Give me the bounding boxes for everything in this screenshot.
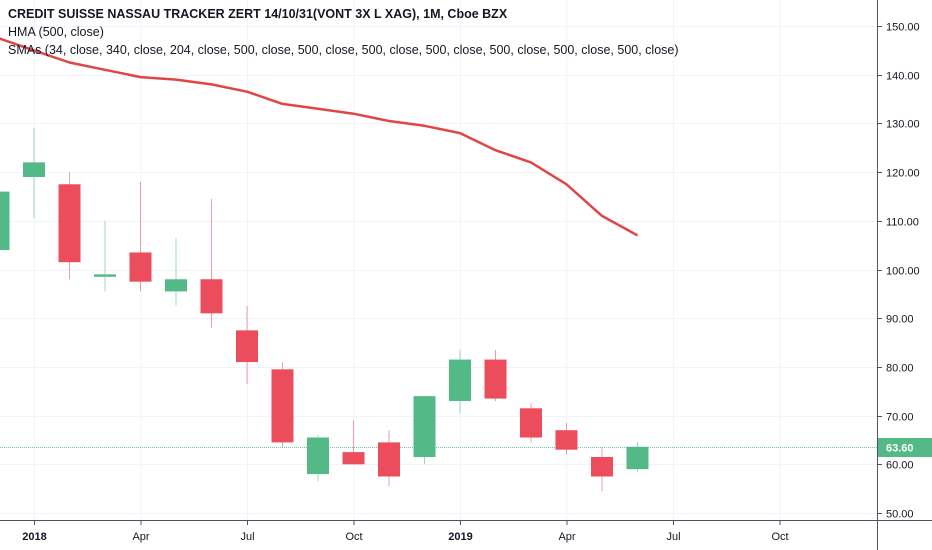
candle[interactable] xyxy=(165,237,187,307)
candle-body[interactable] xyxy=(200,279,223,314)
indicator-smas-label: SMAs (34, close, 340, close, 204, close,… xyxy=(8,43,679,57)
x-axis-ticks: 2018 Apr Jul Oct 2019 Apr Jul Oct xyxy=(22,520,789,543)
candle[interactable] xyxy=(591,447,613,492)
price-axis-area xyxy=(877,0,932,550)
y-tick-label: 130.00 xyxy=(886,119,920,131)
y-tick-label: 60.00 xyxy=(886,460,914,472)
candle-body[interactable] xyxy=(94,274,116,277)
x-tick-label: Apr xyxy=(558,531,575,543)
candle-body[interactable] xyxy=(449,359,471,401)
candles[interactable] xyxy=(0,128,649,492)
candle-body[interactable] xyxy=(520,408,542,438)
y-tick-label: 100.00 xyxy=(886,266,920,278)
candle-body[interactable] xyxy=(236,330,258,363)
hma-series xyxy=(0,37,639,237)
y-tick-label: 110.00 xyxy=(886,217,919,229)
y-tick-label: 80.00 xyxy=(886,363,914,375)
candle-body[interactable] xyxy=(129,252,152,282)
candle[interactable] xyxy=(342,420,365,465)
last-price-label-group: 63.60 xyxy=(878,438,932,457)
candle-body[interactable] xyxy=(23,162,45,177)
candle-body[interactable] xyxy=(342,452,365,465)
x-tick-label: Apr xyxy=(132,531,149,543)
y-tick-label: 120.00 xyxy=(886,168,920,180)
candle[interactable] xyxy=(271,362,294,448)
candle-body[interactable] xyxy=(378,442,400,477)
candle-body[interactable] xyxy=(165,279,187,292)
time-axis-area xyxy=(0,520,932,550)
candle[interactable] xyxy=(200,198,223,328)
x-tick-label: Jul xyxy=(240,531,254,543)
candle[interactable] xyxy=(129,181,152,292)
candle-body[interactable] xyxy=(484,359,507,399)
candle[interactable] xyxy=(58,172,81,280)
y-tick-label: 140.00 xyxy=(886,71,920,83)
chart-header: CREDIT SUISSE NASSAU TRACKER ZERT 14/10/… xyxy=(8,5,679,59)
candle[interactable] xyxy=(520,403,542,443)
y-tick-label: 150.00 xyxy=(886,22,920,34)
candle[interactable] xyxy=(0,191,10,251)
candle[interactable] xyxy=(413,396,436,465)
candle-body[interactable] xyxy=(626,446,649,470)
y-tick-label: 90.00 xyxy=(886,314,914,326)
x-tick-label: 2019 xyxy=(448,531,472,543)
x-tick-label: Jul xyxy=(666,531,680,543)
candle-body[interactable] xyxy=(555,430,578,450)
chart-title: CREDIT SUISSE NASSAU TRACKER ZERT 14/10/… xyxy=(8,7,508,21)
candle[interactable] xyxy=(484,349,507,401)
candle[interactable] xyxy=(23,128,45,219)
last-price-badge xyxy=(878,438,932,457)
x-tick-label: Oct xyxy=(345,531,362,543)
y-tick-label: 70.00 xyxy=(886,412,914,424)
candle-body[interactable] xyxy=(58,184,81,263)
candle-body[interactable] xyxy=(591,456,613,477)
grid xyxy=(0,0,877,520)
y-tick-label: 50.00 xyxy=(886,509,914,521)
candle[interactable] xyxy=(236,306,258,384)
last-price-label: 63.60 xyxy=(886,443,914,455)
y-axis-ticks: 150.00 140.00 130.00 120.00 110.00 100.00 90.0… xyxy=(877,22,920,521)
candle[interactable] xyxy=(378,430,400,487)
indicator-hma-label: HMA (500, close) xyxy=(8,25,104,39)
x-tick-label: Oct xyxy=(771,531,788,543)
candle[interactable] xyxy=(626,442,649,472)
hma-line xyxy=(0,37,639,237)
candle-body[interactable] xyxy=(413,396,436,457)
candle[interactable] xyxy=(307,435,329,482)
candle-body[interactable] xyxy=(271,369,294,443)
candle[interactable] xyxy=(94,220,116,292)
candle-body[interactable] xyxy=(0,191,10,251)
candle[interactable] xyxy=(555,422,578,455)
candle-body[interactable] xyxy=(307,437,329,475)
candle[interactable] xyxy=(449,349,471,414)
x-tick-label: 2018 xyxy=(22,531,46,543)
